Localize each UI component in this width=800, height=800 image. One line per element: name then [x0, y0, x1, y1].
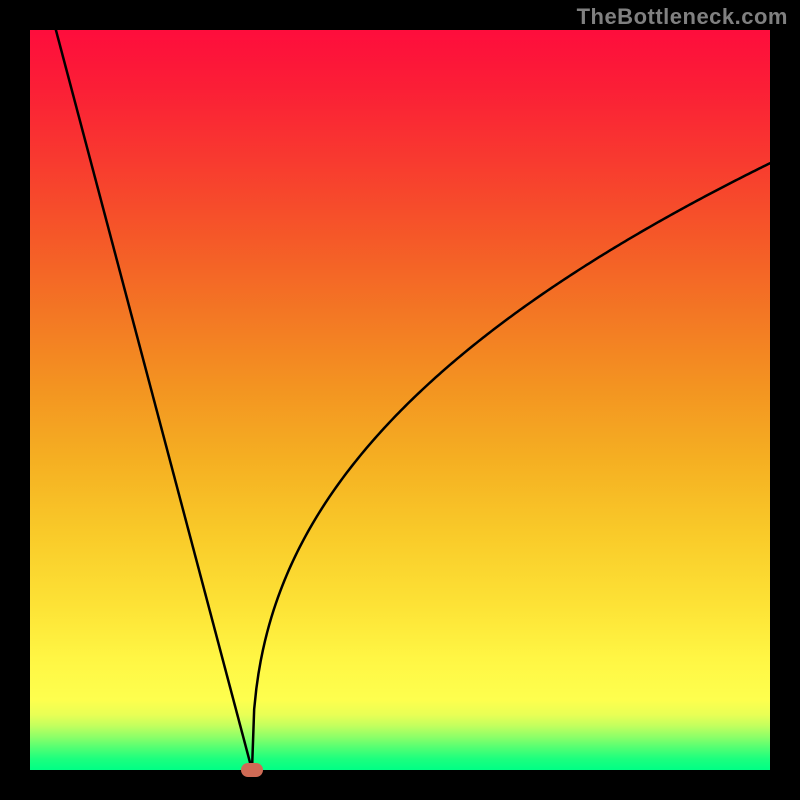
- chart-plot-background: [30, 30, 770, 770]
- optimum-marker: [241, 763, 263, 777]
- figure-root: TheBottleneck.com: [0, 0, 800, 800]
- source-watermark: TheBottleneck.com: [577, 4, 788, 30]
- bottleneck-chart: [0, 0, 800, 800]
